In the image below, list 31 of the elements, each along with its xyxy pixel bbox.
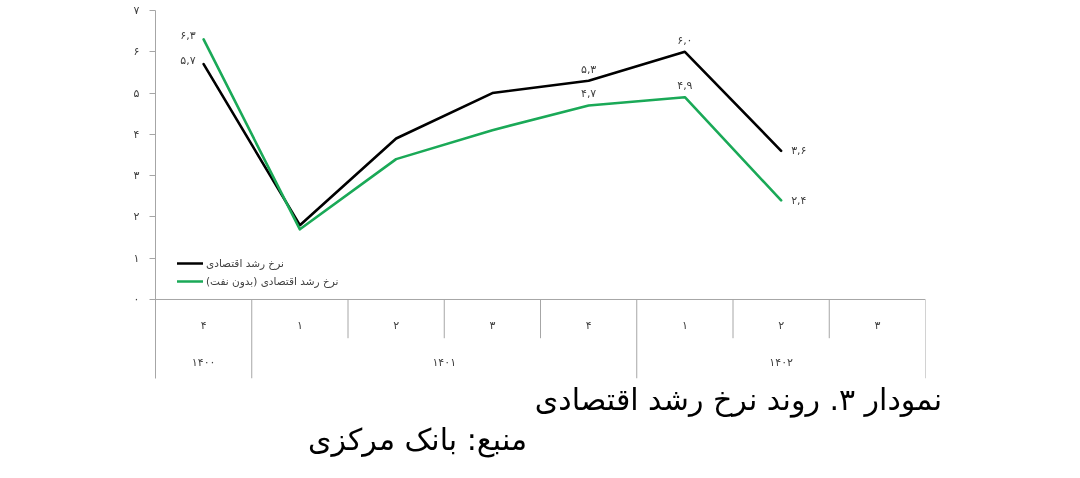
text: ۱۴۰۲ [769, 356, 794, 370]
y-tick-label: ۷ [133, 4, 140, 17]
legend-label: نرخ رشد اقتصادی (بدون نفت) [206, 274, 339, 290]
data-label: ۳,۶ [791, 144, 807, 158]
text: ۱۴۰۰ [191, 356, 216, 370]
x-tick-label: ۲ [393, 319, 400, 333]
x-tick-label: ۱ [681, 319, 688, 333]
data-label: ۶,۰ [677, 33, 693, 47]
y-tick-label: ۱ [133, 251, 140, 265]
y-tick-label: ۳ [133, 169, 140, 183]
x-tick-label: ۴ [200, 319, 207, 333]
data-label: ۴,۷ [580, 87, 597, 101]
y-tick-label: ۴ [133, 127, 140, 141]
y-tick-label: ۶ [133, 45, 140, 59]
x-tick-label: ۲ [778, 319, 785, 333]
y-tick-label: ۰ [133, 292, 140, 306]
x-tick-label: ۳ [489, 319, 496, 333]
data-label: ۲,۴ [791, 193, 807, 207]
text: نمودار ۳. روند نرخ رشد اقتصادی [534, 381, 942, 420]
legend-label: نرخ رشد اقتصادی [206, 256, 284, 272]
text: منبع: بانک مرکزی [308, 421, 527, 460]
x-tick-label: ۳ [874, 319, 881, 333]
data-label: ۵,۳ [580, 62, 597, 76]
text: ۱۴۰۱ [432, 356, 457, 370]
y-tick-label: ۲ [133, 210, 140, 224]
data-label: ۵,۷ [180, 53, 196, 67]
x-tick-label: ۴ [585, 319, 592, 333]
data-label: ۶,۳ [180, 28, 196, 42]
x-tick-label: ۱ [296, 319, 303, 333]
data-label: ۴,۹ [677, 79, 693, 93]
y-tick-label: ۵ [133, 86, 140, 100]
